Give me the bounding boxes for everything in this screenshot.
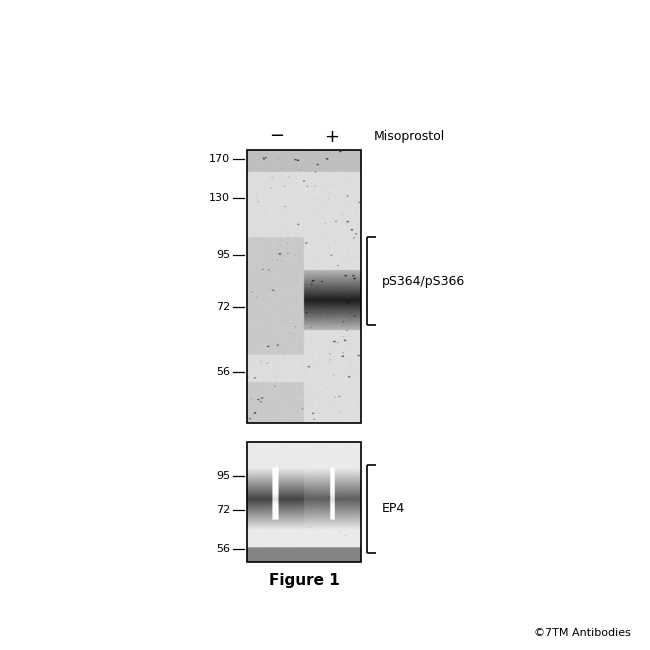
Text: ©7TM Antibodies: ©7TM Antibodies: [534, 629, 630, 638]
Text: EP4: EP4: [382, 502, 405, 515]
Text: 72: 72: [216, 302, 230, 312]
Bar: [247, 442, 361, 562]
Text: Misoprostol: Misoprostol: [374, 130, 445, 143]
Text: 130: 130: [209, 193, 230, 203]
Text: pS364/pS366: pS364/pS366: [382, 274, 465, 287]
Text: 170: 170: [209, 154, 230, 164]
Text: Figure 1: Figure 1: [269, 573, 339, 588]
Text: 95: 95: [216, 250, 230, 260]
Text: 72: 72: [216, 505, 230, 515]
Text: 56: 56: [216, 367, 230, 377]
Text: −: −: [268, 127, 284, 146]
Text: +: +: [324, 127, 339, 146]
Text: 95: 95: [216, 471, 230, 481]
Bar: [247, 150, 361, 422]
Text: 56: 56: [216, 544, 230, 554]
